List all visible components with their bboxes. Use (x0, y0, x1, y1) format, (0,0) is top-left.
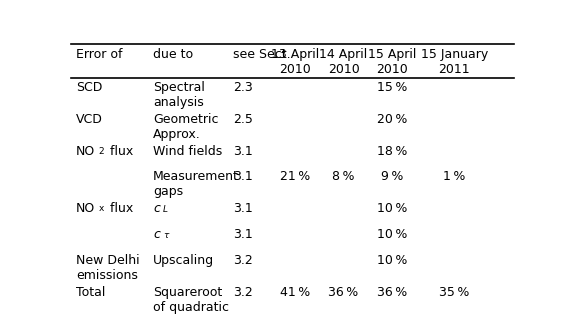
Text: 20 %: 20 % (377, 113, 407, 126)
Text: 3.2: 3.2 (233, 254, 252, 267)
Text: VCD: VCD (76, 113, 103, 126)
Text: Spectral
analysis: Spectral analysis (153, 81, 205, 109)
Text: x: x (99, 204, 104, 213)
Text: 3.2: 3.2 (233, 286, 252, 299)
Text: τ: τ (163, 231, 168, 240)
Text: New Delhi
emissions: New Delhi emissions (76, 254, 139, 282)
Text: 9 %: 9 % (381, 170, 403, 183)
Text: 15 %: 15 % (377, 81, 407, 94)
Text: 41 %: 41 % (280, 286, 310, 299)
Text: 35 %: 35 % (439, 286, 469, 299)
Text: 2: 2 (99, 147, 104, 156)
Text: 14 April
2010: 14 April 2010 (319, 48, 368, 76)
Text: 15 January
2011: 15 January 2011 (420, 48, 488, 76)
Text: 3.1: 3.1 (233, 202, 252, 215)
Text: Squareroot
of quadratic
sum: Squareroot of quadratic sum (153, 286, 229, 319)
Text: see Sect.: see Sect. (233, 48, 291, 61)
Text: 8 %: 8 % (332, 170, 355, 183)
Text: Geometric
Approx.: Geometric Approx. (153, 113, 219, 141)
Text: SCD: SCD (76, 81, 102, 94)
Text: Measurement
gaps: Measurement gaps (153, 170, 239, 198)
Text: due to: due to (153, 48, 194, 61)
Text: 15 April
2010: 15 April 2010 (368, 48, 416, 76)
Text: 36 %: 36 % (328, 286, 359, 299)
Text: 21 %: 21 % (280, 170, 310, 183)
Text: 18 %: 18 % (377, 145, 407, 158)
Text: 3.1: 3.1 (233, 145, 252, 158)
Text: 10 %: 10 % (377, 228, 407, 241)
Text: Error of: Error of (76, 48, 122, 61)
Text: L: L (163, 205, 168, 214)
Text: 10 %: 10 % (377, 254, 407, 267)
Text: Upscaling: Upscaling (153, 254, 214, 267)
Text: c: c (153, 228, 160, 241)
Text: 36 %: 36 % (377, 286, 407, 299)
Text: Wind fields: Wind fields (153, 145, 223, 158)
Text: 13 April
2010: 13 April 2010 (271, 48, 319, 76)
Text: 2.5: 2.5 (233, 113, 253, 126)
Text: 3.1: 3.1 (233, 228, 252, 241)
Text: NO: NO (76, 145, 95, 158)
Text: 3.1: 3.1 (233, 170, 252, 183)
Text: Total: Total (76, 286, 105, 299)
Text: 1 %: 1 % (443, 170, 465, 183)
Text: c: c (153, 202, 160, 215)
Text: 10 %: 10 % (377, 202, 407, 215)
Text: flux: flux (106, 145, 133, 158)
Text: NO: NO (76, 202, 95, 215)
Text: 2.3: 2.3 (233, 81, 252, 94)
Text: flux: flux (106, 202, 133, 215)
